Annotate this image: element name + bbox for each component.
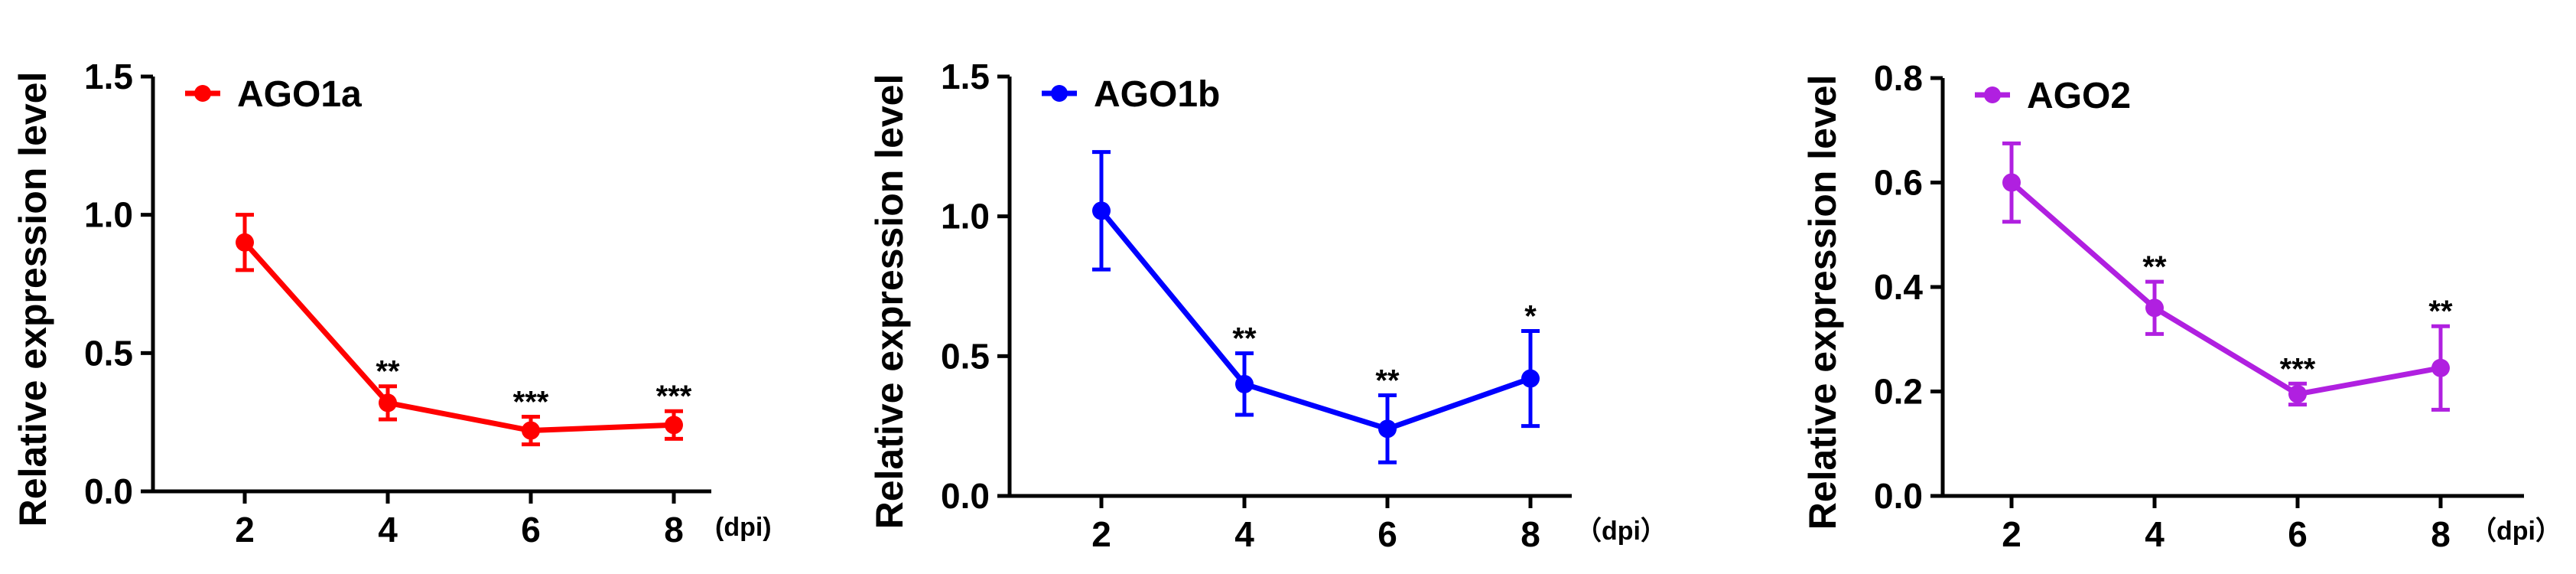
y-tick-label: 1.5	[941, 57, 990, 96]
data-point	[379, 393, 397, 413]
y-tick-label: 0.0	[941, 476, 990, 516]
y-axis-title: Relative expression level	[868, 74, 911, 530]
y-tick-label: 1.0	[84, 195, 133, 235]
data-point	[1378, 419, 1397, 439]
data-point	[1092, 201, 1111, 220]
data-point	[665, 416, 683, 435]
x-tick-label: 6	[521, 510, 541, 550]
data-point	[236, 233, 254, 252]
x-unit-label: （dpi）	[1576, 516, 1667, 546]
significance-label: **	[376, 355, 400, 389]
chart-panel-3: 0.0 0.2 0.4 0.6 0.8 2 4 6 8 （dpi） Relative express…	[1801, 58, 2561, 554]
chart-panel-2: 0.0 0.5 1.0 1.5 2 4 6 8 （dpi） Relative expression…	[868, 57, 1667, 554]
x-tick-label: 8	[1521, 514, 1540, 554]
y-tick-label: 0.5	[84, 333, 133, 373]
x-unit-label: （dpi）	[2470, 516, 2561, 546]
y-tick-label: 0.0	[84, 471, 133, 511]
legend-label: AGO2	[2027, 76, 2131, 116]
y-tick-label: 0.5	[941, 336, 990, 376]
x-tick-label: 4	[2145, 514, 2165, 554]
legend-marker	[1051, 85, 1068, 102]
x-tick-label: 2	[1091, 514, 1111, 554]
x-tick-label: 4	[378, 510, 398, 550]
legend-label: AGO1a	[237, 74, 362, 115]
x-tick-label: 8	[2431, 514, 2451, 554]
data-point	[1235, 374, 1254, 393]
y-tick-label: 0.0	[1874, 476, 1923, 516]
legend-marker	[1984, 86, 2001, 103]
series-line	[2009, 180, 2441, 397]
x-tick-label: 2	[235, 510, 255, 550]
y-tick-label: 0.6	[1874, 163, 1923, 203]
y-axis-title: Relative expression level	[1801, 75, 1844, 530]
series-line	[242, 240, 675, 434]
x-tick-label: 4	[1234, 514, 1254, 554]
x-tick-label: 8	[664, 510, 684, 550]
significance-label: ***	[513, 385, 549, 419]
data-point	[2002, 173, 2021, 192]
significance-label: **	[1232, 322, 1257, 356]
x-tick-label: 6	[1377, 514, 1397, 554]
x-unit-label: (dpi)	[715, 513, 772, 542]
significance-label: **	[1375, 364, 1400, 397]
significance-label: **	[2428, 295, 2453, 328]
legend-label: AGO1b	[1094, 74, 1220, 115]
series-line	[1099, 209, 1532, 432]
x-tick-label: 2	[2002, 514, 2021, 554]
data-point	[2145, 298, 2164, 318]
data-point	[2288, 384, 2307, 403]
y-tick-label: 1.0	[941, 197, 990, 236]
y-tick-label: 0.4	[1874, 267, 1923, 307]
chart-panel-1: 0.0 0.5 1.0 1.5 2 4 6 8 (dpi) Relative expression…	[11, 57, 772, 550]
y-tick-label: 0.8	[1874, 58, 1923, 98]
significance-label: ***	[656, 380, 692, 413]
x-tick-label: 6	[2288, 514, 2308, 554]
y-tick-label: 1.5	[84, 57, 133, 96]
data-point	[2431, 358, 2450, 377]
significance-label: *	[1524, 299, 1537, 333]
significance-label: **	[2142, 250, 2167, 284]
y-axis-title: Relative expression level	[11, 72, 54, 527]
data-point	[522, 421, 540, 440]
significance-label: ***	[2280, 352, 2316, 386]
legend-marker	[194, 85, 211, 102]
data-point	[1521, 369, 1540, 388]
y-tick-label: 0.2	[1874, 372, 1923, 412]
